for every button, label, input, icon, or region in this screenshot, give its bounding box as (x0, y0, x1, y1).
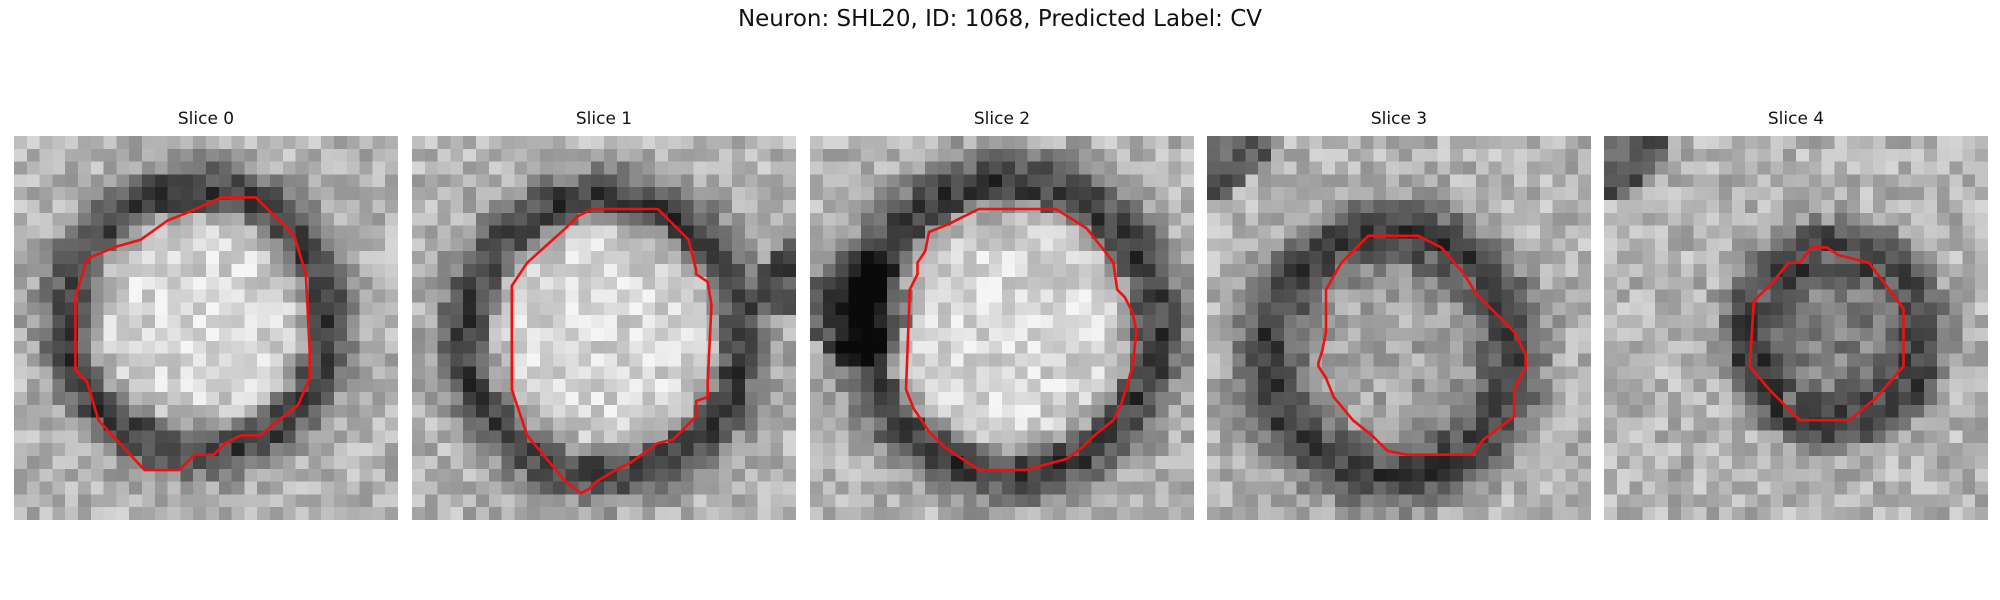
slice-title: Slice 4 (1767, 109, 1825, 129)
slice-title: Slice 2 (973, 109, 1031, 129)
figure-title: Neuron: SHL20, ID: 1068, Predicted Label… (737, 6, 1263, 32)
slice-image-frame (14, 136, 398, 520)
slice-image-frame (810, 136, 1194, 520)
slice-image-frame (1604, 136, 1988, 520)
em-slice-image (1207, 136, 1591, 520)
em-slice-image (412, 136, 796, 520)
slice-panel-0: Slice 0 (14, 108, 398, 520)
segmentation-contour (1748, 246, 1905, 422)
slice-panel-2: Slice 2 (810, 108, 1194, 520)
slice-title: Slice 0 (177, 109, 235, 129)
segmentation-contour (1317, 234, 1528, 457)
slice-panel-4: Slice 4 (1604, 108, 1988, 520)
contour-outline (510, 207, 713, 495)
segmentation-contour (510, 207, 713, 495)
slice-title: Slice 3 (1370, 109, 1428, 129)
contour-outline (904, 207, 1138, 472)
slice-panel-3: Slice 3 (1207, 108, 1591, 520)
em-slice-image (1604, 136, 1988, 520)
segmentation-contour (904, 207, 1138, 472)
slice-image-frame (412, 136, 796, 520)
contour-outline (1748, 246, 1905, 422)
em-slice-image (810, 136, 1194, 520)
slice-panel-1: Slice 1 (412, 108, 796, 520)
segmentation-contour (74, 196, 312, 472)
slice-image-frame (1207, 136, 1591, 520)
contour-outline (74, 196, 312, 472)
slice-title: Slice 1 (575, 109, 633, 129)
contour-outline (1317, 234, 1528, 457)
